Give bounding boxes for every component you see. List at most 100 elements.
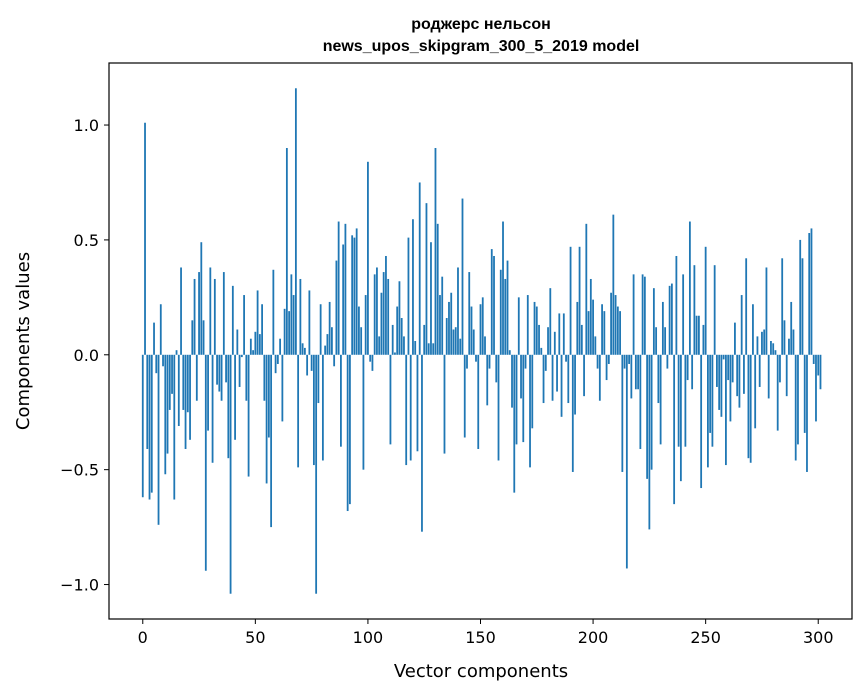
bar-262	[731, 354, 734, 383]
bar-65	[288, 311, 291, 355]
bar-222	[641, 274, 644, 355]
bar-250	[704, 246, 707, 355]
bar-190	[569, 246, 572, 355]
bar-46	[245, 354, 248, 401]
bar-28	[204, 354, 207, 571]
bar-99	[364, 295, 367, 355]
bar-200	[592, 299, 594, 355]
bar-40	[231, 285, 234, 355]
bar-296	[808, 233, 811, 355]
bar-261	[729, 354, 732, 422]
bar-294	[803, 354, 806, 433]
bar-series	[141, 88, 822, 594]
bar-187	[562, 313, 565, 355]
bar-131	[436, 223, 439, 355]
bar-160	[502, 221, 504, 355]
bar-44	[240, 354, 243, 358]
bar-172	[529, 354, 531, 468]
bar-275	[761, 331, 763, 355]
bar-258	[722, 354, 725, 360]
x-tick-label: 200	[578, 628, 609, 647]
bar-159	[499, 269, 502, 355]
bar-182	[551, 354, 554, 401]
bar-260	[727, 354, 730, 381]
bar-180	[547, 327, 549, 355]
bar-22	[191, 320, 194, 355]
bar-284	[781, 258, 784, 355]
bar-64	[285, 148, 288, 355]
bar-109	[387, 278, 390, 355]
bar-108	[385, 255, 387, 355]
bar-195	[580, 324, 583, 355]
bar-267	[743, 354, 745, 394]
bar-5	[153, 322, 155, 355]
bar-226	[650, 354, 653, 470]
bar-263	[734, 322, 736, 355]
bar-156	[493, 255, 495, 355]
bar-288	[790, 301, 793, 355]
bar-94	[353, 237, 356, 355]
bar-283	[779, 354, 781, 383]
bar-69	[297, 354, 300, 468]
bar-141	[459, 338, 462, 355]
bar-157	[495, 354, 498, 383]
bar-167	[517, 297, 520, 355]
bar-66	[290, 274, 293, 355]
bar-287	[788, 338, 790, 355]
bar-252	[709, 354, 712, 433]
bar-20	[186, 354, 189, 413]
bar-178	[542, 354, 545, 404]
bar-43	[238, 354, 241, 387]
bar-213	[621, 354, 624, 472]
bar-78	[317, 354, 320, 404]
bar-87	[337, 221, 340, 355]
bar-189	[567, 354, 570, 404]
bar-56	[267, 354, 270, 438]
bar-211	[616, 306, 619, 355]
bar-135	[445, 318, 448, 355]
bar-300	[817, 354, 820, 376]
bar-232	[664, 327, 667, 355]
bar-34	[218, 354, 221, 392]
bar-93	[351, 235, 354, 355]
bar-289	[792, 329, 795, 355]
bar-132	[439, 295, 441, 355]
bar-166	[515, 354, 518, 445]
bar-244	[691, 354, 694, 390]
bar-49	[252, 350, 254, 355]
bar-279	[770, 341, 772, 355]
bar-73	[306, 354, 309, 376]
bar-184	[556, 354, 558, 392]
y-tick-label: 1.0	[74, 116, 99, 135]
bar-161	[504, 278, 507, 355]
bar-45	[243, 295, 245, 355]
bar-265	[738, 354, 741, 408]
bar-233	[666, 354, 669, 369]
bar-130	[434, 148, 437, 355]
bar-223	[643, 276, 646, 355]
bar-32	[213, 278, 216, 355]
bar-27	[202, 320, 205, 355]
bar-192	[574, 354, 576, 415]
bar-33	[216, 354, 218, 385]
bar-266	[740, 295, 743, 355]
bar-41	[234, 354, 236, 440]
bar-155	[490, 249, 493, 355]
bar-62	[281, 354, 284, 422]
bar-163	[508, 350, 511, 355]
bar-144	[466, 354, 468, 369]
bar-116	[403, 336, 405, 355]
x-tick-label: 150	[465, 628, 496, 647]
bar-203	[598, 354, 601, 401]
bar-175	[535, 306, 538, 355]
bar-298	[812, 354, 815, 364]
x-tick-label: 250	[690, 628, 721, 647]
chart-title: роджерс нельсон	[411, 16, 551, 33]
bar-209	[612, 214, 615, 355]
bar-19	[184, 354, 187, 449]
bar-147	[472, 329, 475, 355]
bar-13	[171, 354, 173, 394]
bar-197	[585, 223, 588, 355]
y-tick-label: 0.0	[74, 346, 99, 365]
